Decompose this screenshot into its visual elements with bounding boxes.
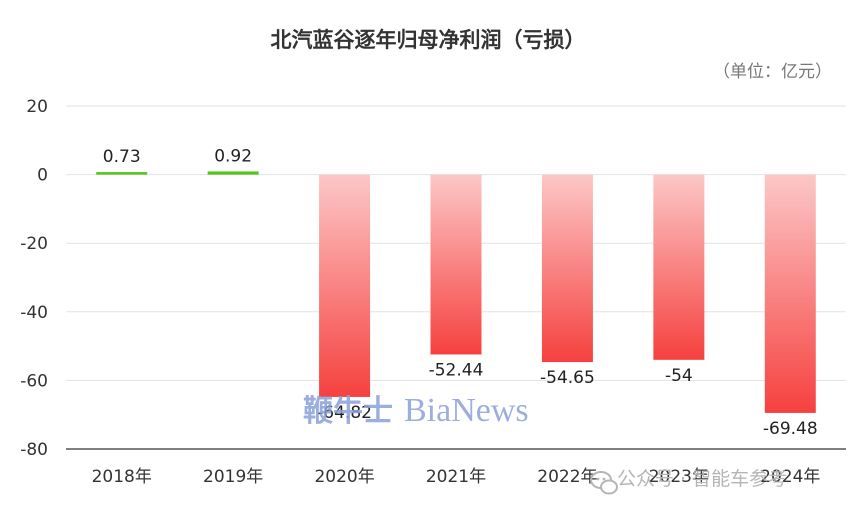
- data-label: 0.92: [214, 146, 252, 166]
- bar: [96, 172, 148, 175]
- unit-label: （单位：亿元）: [713, 62, 832, 82]
- bar: [319, 174, 371, 397]
- chart-title: 北汽蓝谷逐年归母净利润（亏损）: [271, 28, 586, 52]
- y-tick-label: -80: [20, 440, 48, 460]
- y-axis-ticks: 20 0 -20 -40 -60 -80: [20, 97, 48, 460]
- watermark-publisher-cn: 鞭牛士: [303, 394, 393, 429]
- data-label: -54: [665, 366, 693, 386]
- bar: [430, 174, 482, 355]
- bar: [207, 171, 259, 175]
- y-tick-label: 20: [26, 97, 48, 117]
- x-tick-label: 2018年: [92, 467, 152, 487]
- y-tick-label: -60: [20, 371, 48, 391]
- wechat-watermark: 公众号 · 智能车参考: [590, 468, 787, 495]
- bar: [653, 174, 705, 360]
- data-label: -54.65: [540, 368, 595, 388]
- data-labels: 0.73 0.92 -64.82 -52.44 -54.65 -54 -69.48: [103, 146, 818, 438]
- x-tick-label: 2022年: [537, 467, 597, 487]
- x-tick-label: 2024年: [760, 467, 820, 487]
- y-tick-label: 0: [37, 166, 48, 186]
- y-tick-label: -20: [20, 234, 48, 254]
- watermark-wechat-text: 公众号 · 智能车参考: [617, 468, 787, 490]
- data-label: 0.73: [103, 147, 141, 167]
- bar: [541, 174, 593, 363]
- x-tick-label: 2023年: [649, 467, 709, 487]
- y-tick-label: -40: [20, 303, 48, 323]
- bars: [96, 171, 816, 413]
- data-label: -52.44: [429, 360, 484, 380]
- data-label: -64.82: [317, 403, 372, 423]
- watermark-publisher-en: BiaNews: [404, 392, 529, 429]
- x-tick-label: 2019年: [203, 467, 263, 487]
- data-label: -69.48: [763, 419, 818, 439]
- x-tick-label: 2021年: [426, 467, 486, 487]
- wechat-icon: [590, 471, 618, 495]
- bianews-watermark: 鞭牛士 BiaNews: [303, 392, 529, 429]
- x-axis-ticks: 2018年 2019年 2020年 2021年 2022年 2023年 2024年: [92, 467, 821, 487]
- bar: [764, 174, 816, 413]
- x-tick-label: 2020年: [314, 467, 374, 487]
